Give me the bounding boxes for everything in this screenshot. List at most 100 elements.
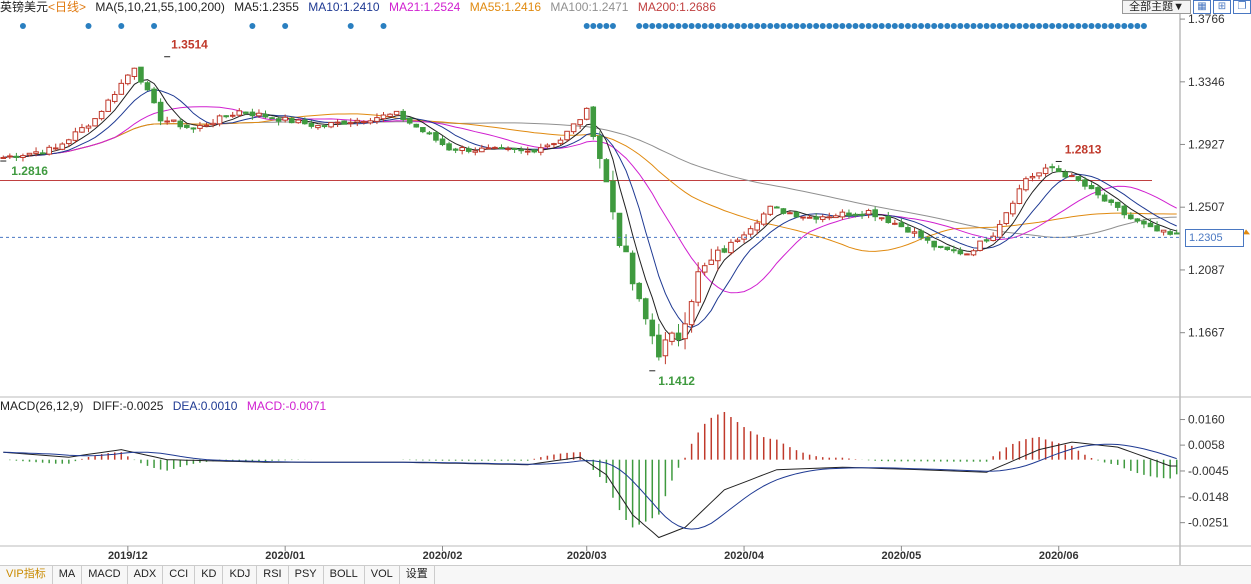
event-dot bbox=[773, 23, 780, 29]
window-icon[interactable]: ❐ bbox=[1233, 0, 1251, 14]
theme-dropdown-button[interactable]: 全部主题▼ bbox=[1122, 0, 1191, 14]
candle-body bbox=[459, 147, 465, 151]
event-dot bbox=[1055, 23, 1062, 29]
candle-body bbox=[302, 119, 308, 125]
price-annotation: 1.1412 bbox=[658, 374, 695, 388]
candle-body bbox=[210, 122, 216, 126]
tab-kdj[interactable]: KDJ bbox=[223, 566, 258, 584]
event-dot bbox=[1127, 23, 1134, 29]
event-dot bbox=[878, 23, 885, 29]
candle-body bbox=[905, 227, 911, 233]
candle-body bbox=[695, 271, 701, 303]
candle-body bbox=[911, 231, 918, 234]
event-dot bbox=[1088, 23, 1095, 29]
ma5-value: MA5:1.2355 bbox=[234, 0, 299, 14]
event-dot bbox=[727, 23, 734, 29]
event-dot bbox=[741, 23, 748, 29]
event-dot bbox=[747, 23, 754, 29]
candle-body bbox=[511, 147, 518, 150]
candle-body bbox=[636, 282, 642, 300]
tab-macd[interactable]: MACD bbox=[82, 566, 128, 584]
candle-body bbox=[446, 143, 452, 151]
candle-body bbox=[1069, 175, 1075, 178]
event-dot bbox=[701, 23, 708, 29]
candle-body bbox=[387, 113, 393, 117]
candle-body bbox=[669, 332, 675, 342]
event-dot bbox=[754, 23, 761, 29]
event-dot bbox=[590, 23, 597, 29]
candle-body bbox=[675, 332, 682, 340]
candle-body bbox=[662, 339, 669, 357]
event-dot bbox=[1003, 23, 1010, 29]
candle-body bbox=[892, 222, 898, 225]
tab-cci[interactable]: CCI bbox=[163, 566, 196, 584]
candle-body bbox=[1101, 194, 1108, 202]
candle-body bbox=[1023, 178, 1029, 191]
tab-vip[interactable]: VIP指标 bbox=[0, 566, 53, 584]
candle-body bbox=[46, 146, 52, 155]
price-tick-label: 1.3346 bbox=[1188, 75, 1225, 89]
period-label[interactable]: <日线> bbox=[48, 0, 87, 14]
tab-adx[interactable]: ADX bbox=[128, 566, 164, 584]
event-dot bbox=[904, 23, 911, 29]
candle-body bbox=[315, 124, 321, 129]
ma-settings-label[interactable]: MA(5,10,21,55,100,200) bbox=[95, 0, 225, 14]
candle-body bbox=[400, 110, 406, 120]
event-dot bbox=[118, 23, 125, 29]
candle-body bbox=[144, 82, 151, 91]
candle-body bbox=[1003, 212, 1010, 224]
event-dot bbox=[1140, 23, 1147, 29]
candle-body bbox=[92, 118, 98, 127]
candle-body bbox=[1082, 179, 1088, 187]
candle-body bbox=[1055, 168, 1062, 173]
ma200-value: MA200:1.2686 bbox=[637, 0, 716, 14]
candle-body bbox=[865, 209, 872, 215]
event-dot bbox=[1029, 23, 1036, 29]
candle-body bbox=[39, 152, 46, 155]
candle-body bbox=[380, 114, 387, 120]
tab-kd[interactable]: KD bbox=[195, 566, 224, 584]
candle-body bbox=[524, 150, 531, 153]
event-dot bbox=[380, 23, 387, 29]
tab-rsi[interactable]: RSI bbox=[257, 566, 289, 584]
event-dot bbox=[668, 23, 675, 29]
event-dot bbox=[977, 23, 984, 29]
candle-body bbox=[59, 143, 66, 150]
event-dot bbox=[760, 23, 767, 29]
event-dot bbox=[1022, 23, 1029, 29]
candle-body bbox=[249, 111, 256, 117]
event-dot bbox=[996, 23, 1003, 29]
candle-body bbox=[924, 236, 931, 241]
candle-body bbox=[774, 206, 780, 209]
candle-body bbox=[433, 132, 439, 141]
tab-boll[interactable]: BOLL bbox=[324, 566, 365, 584]
candle-body bbox=[1173, 232, 1180, 235]
candle-body bbox=[256, 112, 262, 117]
candle-body bbox=[819, 216, 826, 220]
candle-body bbox=[347, 122, 354, 125]
candle-body bbox=[223, 115, 229, 118]
candle-body bbox=[1036, 172, 1042, 177]
candle-body bbox=[872, 209, 878, 218]
candle-body bbox=[806, 216, 813, 219]
zoom-icon[interactable]: ⊞ bbox=[1213, 0, 1231, 14]
event-dot bbox=[649, 23, 656, 29]
candle-body bbox=[754, 222, 760, 231]
macd-title[interactable]: MACD(26,12,9) bbox=[0, 399, 84, 413]
candle-body bbox=[1147, 222, 1154, 228]
candle-body bbox=[701, 265, 708, 273]
grid-icon[interactable]: ▦ bbox=[1193, 0, 1211, 14]
candle-body bbox=[138, 66, 144, 83]
tab-ma[interactable]: MA bbox=[53, 566, 83, 584]
tab-settings[interactable]: 设置 bbox=[400, 566, 435, 584]
macd-tick-label: 0.0160 bbox=[1188, 413, 1225, 427]
tab-vol[interactable]: VOL bbox=[365, 566, 400, 584]
candle-body bbox=[977, 240, 983, 251]
candle-body bbox=[1121, 205, 1128, 216]
ma10-value: MA10:1.2410 bbox=[308, 0, 380, 14]
tab-psy[interactable]: PSY bbox=[289, 566, 324, 584]
event-dot bbox=[1068, 23, 1075, 29]
candle-body bbox=[564, 130, 570, 141]
candle-body bbox=[767, 205, 774, 215]
